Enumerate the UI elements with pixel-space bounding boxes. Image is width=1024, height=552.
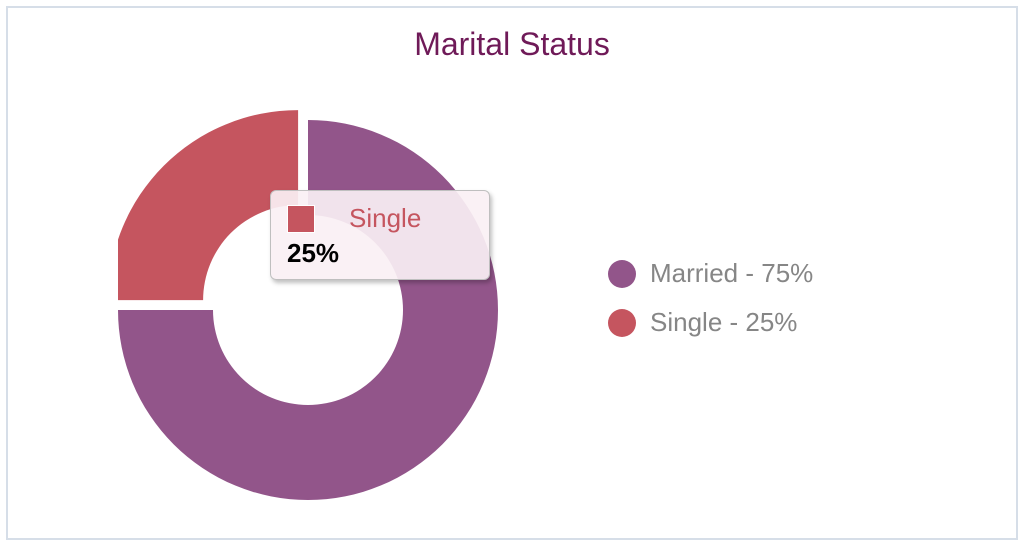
chart-tooltip: Single 25% — [270, 190, 490, 280]
legend-swatch — [608, 260, 636, 288]
tooltip-label: Single — [349, 203, 421, 234]
tooltip-swatch — [287, 205, 315, 233]
tooltip-header: Single — [287, 203, 473, 234]
donut-chart — [118, 100, 538, 535]
chart-legend: Married - 75% Single - 25% — [608, 258, 813, 338]
legend-item-married[interactable]: Married - 75% — [608, 258, 813, 289]
legend-label: Married - 75% — [650, 258, 813, 289]
legend-label: Single - 25% — [650, 307, 797, 338]
chart-card: Marital Status Single 25% Married - 75% … — [6, 6, 1018, 540]
donut-svg — [118, 100, 538, 530]
tooltip-value: 25% — [287, 238, 473, 269]
chart-title: Marital Status — [8, 26, 1016, 63]
legend-swatch — [608, 309, 636, 337]
legend-item-single[interactable]: Single - 25% — [608, 307, 813, 338]
